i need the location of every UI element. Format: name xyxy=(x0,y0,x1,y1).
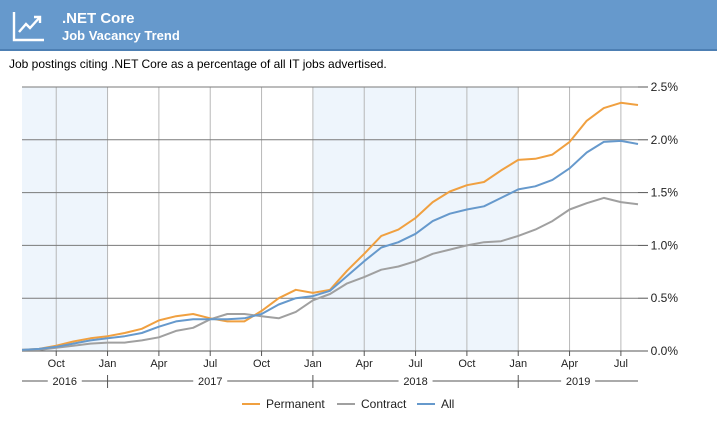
y-tick-label: 0.5% xyxy=(651,291,679,305)
page-title: .NET Core xyxy=(62,10,135,27)
legend-item-contract: Contract xyxy=(337,397,407,411)
year-label: 2018 xyxy=(403,376,427,388)
series-line-contract xyxy=(22,196,639,351)
x-tick-label: Apr xyxy=(561,358,578,370)
y-tick-label: 2.5% xyxy=(651,80,679,94)
x-tick-label: Oct xyxy=(48,358,65,370)
legend-item-all: All xyxy=(417,397,454,411)
legend-item-permanent: Permanent xyxy=(242,397,325,411)
y-tick-label: 1.0% xyxy=(651,238,679,252)
year-label: 2016 xyxy=(53,376,77,388)
chart-header: .NET Core Job Vacancy Trend xyxy=(0,0,717,51)
x-tick-label: Jan xyxy=(304,358,322,370)
x-tick-label: Apr xyxy=(356,358,373,370)
y-tick-label: 2.0% xyxy=(651,133,679,147)
x-tick-label: Jan xyxy=(509,358,527,370)
x-tick-label: Jan xyxy=(99,358,117,370)
year-label: 2019 xyxy=(566,376,590,388)
x-tick-label: Jul xyxy=(203,358,217,370)
legend-label: All xyxy=(441,397,454,411)
page-subtitle: Job Vacancy Trend xyxy=(62,28,180,43)
x-tick-label: Oct xyxy=(253,358,270,370)
x-tick-label: Apr xyxy=(150,358,167,370)
y-tick-label: 0.0% xyxy=(651,344,679,358)
trend-chart-icon xyxy=(12,12,44,42)
y-tick-label: 1.5% xyxy=(651,186,679,200)
chart-description: Job postings citing .NET Core as a perce… xyxy=(9,57,387,71)
x-tick-label: Jul xyxy=(409,358,423,370)
x-tick-label: Oct xyxy=(458,358,475,370)
legend-label: Permanent xyxy=(266,397,325,411)
series-line-all xyxy=(21,139,639,351)
year-shade-band xyxy=(22,87,108,351)
legend-label: Contract xyxy=(361,397,407,411)
year-label: 2017 xyxy=(198,376,222,388)
x-tick-label: Jul xyxy=(614,358,628,370)
